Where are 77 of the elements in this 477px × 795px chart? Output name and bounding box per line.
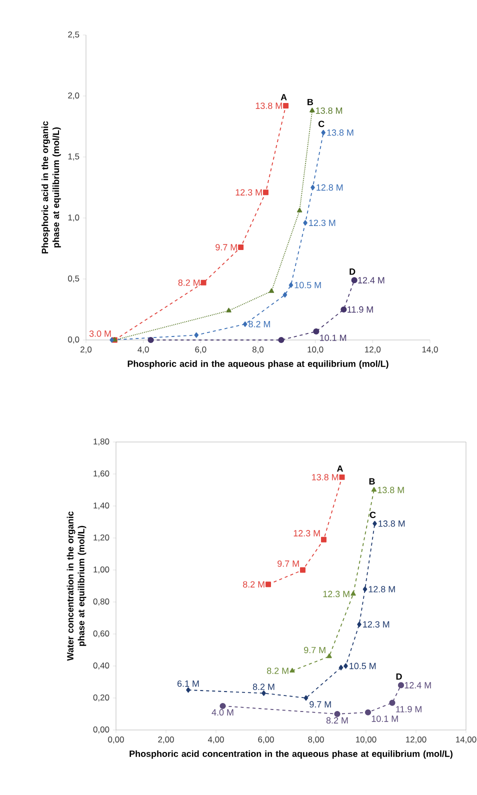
y-tick-label: 0,60 xyxy=(93,630,110,638)
annotation: 12.8 M xyxy=(368,586,395,592)
annotation: 13.8 M xyxy=(327,129,354,136)
y-tick-label: 1,00 xyxy=(94,566,110,574)
y-tick-label: 0,80 xyxy=(93,598,110,606)
annotation: 12.3 M xyxy=(363,621,390,628)
y-tick-label: 1,0 xyxy=(68,214,80,222)
x-tick-label: 14,00 xyxy=(456,736,476,744)
series-label: B xyxy=(308,98,314,106)
x-tick-label: 10,00 xyxy=(356,736,376,744)
annotation: 8.2 M xyxy=(243,581,264,588)
annotation: 13.8 M xyxy=(256,102,282,109)
x-tick-label: 6,0 xyxy=(195,346,206,354)
annotation: 9.7 M xyxy=(310,701,331,708)
annotation: 10.1 M xyxy=(372,716,398,722)
x-tick-label: 4,0 xyxy=(138,346,149,354)
y-tick-label: 2,5 xyxy=(68,32,80,38)
y-tick-label: 0,20 xyxy=(93,694,110,702)
annotation: 12.8 M xyxy=(316,184,343,191)
annotation: 12.3 M xyxy=(323,590,350,598)
y-tick-label: 0,00 xyxy=(93,726,110,734)
x-tick-label: 2,0 xyxy=(80,346,92,354)
series-label: D xyxy=(396,674,402,680)
series-label: C xyxy=(318,120,324,128)
y-tick-label: 2,0 xyxy=(68,92,80,100)
x-tick-label: 6,00 xyxy=(258,736,274,744)
y-tick-label: 1,20 xyxy=(94,534,110,542)
series-label: A xyxy=(280,94,287,100)
x-tick-label: 8,00 xyxy=(308,736,324,744)
annotation: 4.0 M xyxy=(212,709,234,716)
annotation: 8.2 M xyxy=(326,717,348,724)
annotation: 12.3 M xyxy=(236,189,262,196)
y-axis-title: Water concentration in the organic phase at equilibrium (mol/L) xyxy=(66,511,86,661)
series-label: B xyxy=(369,478,375,484)
y-tick-label: 1,60 xyxy=(94,470,110,478)
x-tick-label: 4,00 xyxy=(208,736,224,744)
x-tick-label: 8,0 xyxy=(252,346,264,354)
annotation: 10.1 M xyxy=(320,334,346,341)
annotation: 13.8 M xyxy=(378,486,404,494)
series-label: A xyxy=(336,466,344,472)
annotation: 12.4 M xyxy=(404,682,431,688)
annotation: 10.5 M xyxy=(350,662,376,670)
annotation: 10.5 M xyxy=(294,282,321,288)
x-tick-label: 12,00 xyxy=(406,736,426,744)
annotation: 12.3 M xyxy=(294,530,320,536)
x-tick-label: 14,0 xyxy=(422,346,438,354)
annotation: 12.3 M xyxy=(309,220,336,226)
x-tick-label: 10,0 xyxy=(308,346,324,354)
y-tick-label: 0,0 xyxy=(68,336,80,344)
annotation: 6.1 M xyxy=(177,680,199,687)
annotation: 13.8 M xyxy=(316,107,342,114)
y-tick-label: 1,80 xyxy=(94,438,110,446)
annotation: 11.9 M xyxy=(396,706,422,712)
annotation: 8.2 M xyxy=(248,320,270,328)
annotation: 13.8 M xyxy=(312,474,338,480)
annotation: 8.2 M xyxy=(178,279,200,286)
y-tick-label: 0,40 xyxy=(93,662,110,670)
y-tick-label: 1,40 xyxy=(94,502,110,510)
x-tick-label: 0,00 xyxy=(108,736,124,744)
annotation: 12.4 M xyxy=(358,277,384,284)
annotation: 11.9 M xyxy=(348,306,373,313)
x-axis-title: Phosphoric acid in the aqueous phase at equilibrium (mol/L) xyxy=(128,360,388,369)
annotation: 8.2 M xyxy=(252,684,274,690)
series-label: C xyxy=(370,512,376,518)
annotation: 3.0 M xyxy=(89,330,111,337)
y-tick-label: 1,5 xyxy=(68,154,80,160)
x-tick-label: 12,0 xyxy=(365,346,381,354)
y-tick-label: 0,5 xyxy=(68,276,80,282)
annotation: 9.7 M xyxy=(304,646,326,654)
annotation: 9.7 M xyxy=(278,560,299,567)
y-axis-title: Phosphoric acid in the organic phase at equilibrium (mol/L) xyxy=(42,121,61,254)
x-tick-label: 2,00 xyxy=(158,736,174,744)
annotation: 13.8 M xyxy=(378,520,405,527)
annotation: 9.7 M xyxy=(216,244,237,250)
x-axis-title: Phosphoric acid concentration in the aqueous phase at equilibrium (mol/L) xyxy=(130,750,452,759)
annotation: 8.2 M xyxy=(267,668,288,674)
series-label: D xyxy=(350,268,356,275)
